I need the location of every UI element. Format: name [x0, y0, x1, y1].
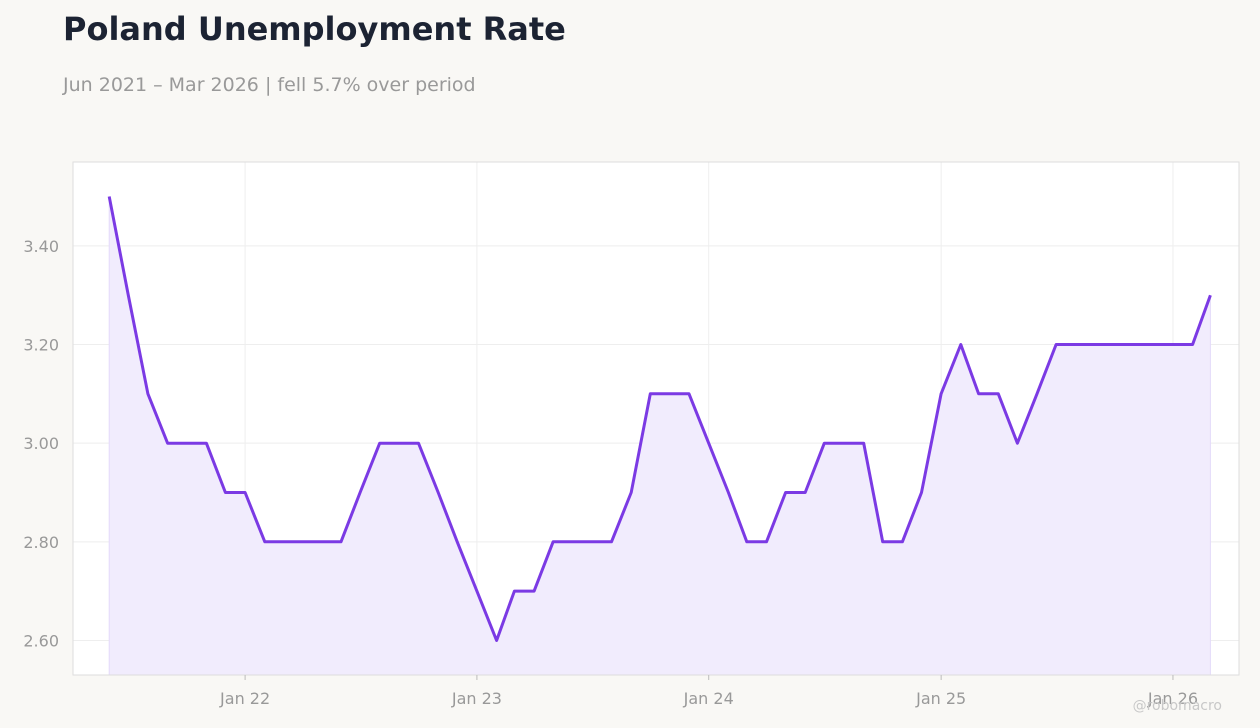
data-point	[707, 442, 710, 445]
data-point	[1113, 343, 1116, 346]
data-point	[359, 491, 362, 494]
data-point	[127, 294, 130, 297]
data-point	[340, 540, 343, 543]
y-tick-label: 3.00	[23, 434, 59, 453]
data-point	[417, 442, 420, 445]
data-point	[571, 540, 574, 543]
data-point	[630, 491, 633, 494]
data-point	[668, 392, 671, 395]
data-point	[495, 639, 498, 642]
watermark-text: @robomacro	[1133, 698, 1222, 714]
data-point	[745, 540, 748, 543]
data-point	[977, 392, 980, 395]
data-point	[901, 540, 904, 543]
x-tick-label: Jan 22	[219, 689, 270, 708]
data-point	[1094, 343, 1097, 346]
y-tick-label: 2.80	[23, 533, 59, 552]
data-point	[997, 392, 1000, 395]
data-point	[244, 491, 247, 494]
data-point	[320, 540, 323, 543]
x-tick-label: Jan 23	[451, 689, 502, 708]
data-point	[610, 540, 613, 543]
data-point	[205, 442, 208, 445]
data-point	[281, 540, 284, 543]
data-point	[456, 540, 459, 543]
x-tick-label: Jan 26	[1147, 689, 1198, 708]
data-point	[940, 392, 943, 395]
data-point	[301, 540, 304, 543]
data-point	[1055, 343, 1058, 346]
x-axis-ticks: Jan 22 Jan 23 Jan 24 Jan 25 Jan 26	[219, 675, 1198, 708]
y-tick-label: 2.60	[23, 631, 59, 650]
data-point	[649, 392, 652, 395]
data-point	[185, 442, 188, 445]
data-point	[398, 442, 401, 445]
data-point	[1016, 442, 1019, 445]
data-point	[378, 442, 381, 445]
x-tick-label: Jan 25	[915, 689, 966, 708]
data-point	[959, 343, 962, 346]
page-title: Poland Unemployment Rate	[63, 10, 566, 48]
data-point	[224, 491, 227, 494]
data-point	[513, 590, 516, 593]
data-point	[765, 540, 768, 543]
data-point	[552, 540, 555, 543]
data-point	[1171, 343, 1174, 346]
data-point	[475, 590, 478, 593]
data-point	[166, 442, 169, 445]
plot-border	[72, 161, 1240, 676]
data-point	[804, 491, 807, 494]
data-point	[862, 442, 865, 445]
data-point	[784, 491, 787, 494]
data-point	[263, 540, 266, 543]
data-point	[823, 442, 826, 445]
x-tick-label: Jan 24	[683, 689, 734, 708]
data-point	[1036, 392, 1039, 395]
data-point	[920, 491, 923, 494]
data-point	[688, 392, 691, 395]
data-point	[1209, 294, 1212, 297]
y-axis-ticks: 2.60 2.80 3.00 3.20 3.40	[23, 237, 59, 651]
data-point	[1133, 343, 1136, 346]
data-point	[881, 540, 884, 543]
y-tick-label: 3.20	[23, 336, 59, 355]
data-point	[1074, 343, 1077, 346]
data-point	[533, 590, 536, 593]
data-point	[727, 491, 730, 494]
data-point	[1191, 343, 1194, 346]
y-tick-label: 3.40	[23, 237, 59, 256]
data-point	[108, 195, 111, 198]
data-point	[842, 442, 845, 445]
page-subtitle: Jun 2021 – Mar 2026 | fell 5.7% over per…	[63, 74, 476, 96]
series-line	[107, 196, 1212, 642]
data-point	[590, 540, 593, 543]
data-point	[1152, 343, 1155, 346]
data-point	[437, 491, 440, 494]
data-point	[146, 392, 149, 395]
